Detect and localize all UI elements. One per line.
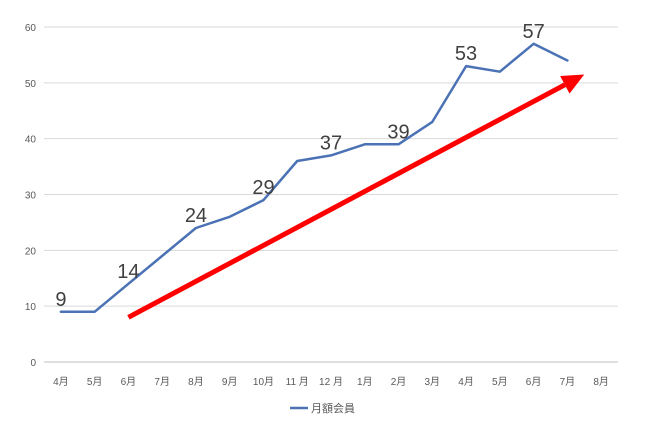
- data-label-8: 37: [320, 132, 342, 154]
- x-tick-6: 10月: [253, 376, 274, 388]
- trend-arrow-shaft: [127, 82, 566, 320]
- x-tick-8: 12 月: [319, 376, 343, 388]
- gridlines: [44, 26, 618, 363]
- data-label-2: 14: [117, 261, 139, 283]
- x-tick-3: 7月: [154, 376, 170, 388]
- x-axis-ticks: 4月 5月 6月 7月 8月 9月 10月 11 月 12 月 1月 2月 3月 4月 5月 6月 7月 8月: [53, 376, 609, 388]
- x-tick-12: 4月: [458, 376, 474, 388]
- y-tick-60: 60: [25, 23, 37, 34]
- x-tick-14: 6月: [526, 376, 542, 388]
- data-label-4: 24: [185, 205, 207, 227]
- x-tick-11: 3月: [425, 376, 441, 388]
- legend-label: 月額会員: [311, 402, 355, 415]
- data-label-0: 9: [55, 289, 66, 311]
- series-line-0: [59, 42, 569, 314]
- data-labels: 9 14 24 29 37 39 53 57: [55, 21, 544, 311]
- x-tick-7: 11 月: [286, 376, 309, 388]
- series-lines: [59, 42, 569, 314]
- x-tick-1: 5月: [87, 376, 103, 388]
- data-label-10: 39: [387, 121, 409, 143]
- x-tick-2: 6月: [121, 376, 137, 388]
- y-tick-50: 50: [25, 79, 37, 90]
- x-tick-4: 8月: [188, 376, 204, 388]
- x-tick-15: 7月: [560, 376, 576, 388]
- data-label-12: 53: [455, 43, 477, 65]
- trend-arrow: [127, 74, 585, 320]
- x-tick-9: 1月: [357, 376, 373, 388]
- y-tick-0: 0: [30, 358, 36, 369]
- x-tick-0: 4月: [53, 376, 69, 388]
- y-tick-30: 30: [25, 191, 37, 202]
- data-label-14: 57: [522, 21, 544, 43]
- y-tick-10: 10: [25, 302, 37, 313]
- x-tick-10: 2月: [391, 376, 407, 388]
- x-tick-16: 8月: [593, 376, 609, 388]
- y-tick-40: 40: [25, 135, 37, 146]
- x-tick-5: 9月: [222, 376, 238, 388]
- data-label-6: 29: [252, 177, 274, 199]
- y-axis-ticks: 0 10 20 30 40 50 60: [25, 23, 37, 369]
- trend-arrow-head: [560, 74, 585, 94]
- legend: 月額会員: [290, 402, 355, 415]
- y-tick-20: 20: [25, 246, 37, 257]
- x-tick-13: 5月: [492, 376, 508, 388]
